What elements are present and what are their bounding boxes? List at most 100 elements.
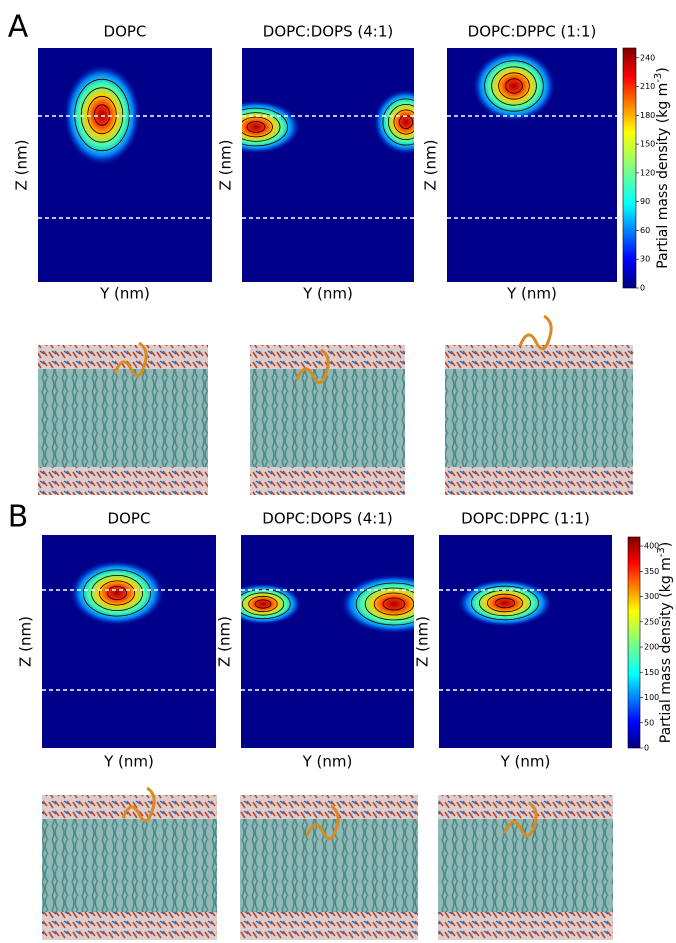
label-end: ) <box>655 67 671 72</box>
y-axis-label: Z (nm) <box>414 616 432 667</box>
colorbar-tick-label: 100 <box>644 693 659 702</box>
heatmap <box>69 560 165 626</box>
heatmap-bg <box>242 48 414 282</box>
headgroups-bottom <box>250 467 405 495</box>
colorbar-tick-label: 50 <box>644 718 654 727</box>
contour <box>80 87 124 143</box>
colorbar-tick-label: 0 <box>640 284 645 293</box>
colorbar-tick-label: 240 <box>640 53 655 62</box>
plot-title: DOPC:DOPS (4:1) <box>262 510 392 528</box>
headgroups-bottom <box>38 467 208 495</box>
contour <box>74 78 130 152</box>
label-text: Partial mass density (kg m <box>655 83 671 269</box>
colorbar-tick-label: 350 <box>644 567 659 576</box>
lipid-tails <box>445 369 633 469</box>
contour <box>107 586 128 601</box>
y-axis-label: Z (nm) <box>217 140 235 191</box>
headgroups-bottom <box>240 912 418 940</box>
x-axis-label: Y (nm) <box>506 285 557 303</box>
heatmap <box>457 579 553 627</box>
density-blob <box>340 574 414 634</box>
contour <box>382 98 414 146</box>
contour <box>491 66 537 106</box>
contour <box>246 121 266 133</box>
colorbar-tick-label: 180 <box>640 111 655 120</box>
contour <box>241 592 285 616</box>
contour <box>83 569 151 617</box>
peptide <box>113 341 148 378</box>
contour <box>355 582 414 626</box>
contour <box>254 599 272 609</box>
density-blob <box>242 100 301 154</box>
colorbar-tick-label: 90 <box>640 197 650 206</box>
contour <box>393 109 414 135</box>
heatmap <box>63 64 141 166</box>
panel-label: B <box>8 500 29 535</box>
peptide <box>295 348 330 385</box>
colorbar-tick-label: 200 <box>644 643 659 652</box>
contour <box>498 72 530 100</box>
x-axis-label: Y (nm) <box>99 285 150 303</box>
plot-title: DOPC:DPPC (1:1) <box>461 510 590 528</box>
contour <box>242 112 281 142</box>
lipid-tails <box>240 819 418 914</box>
heatmap-bg <box>439 535 612 748</box>
plot-title: DOPC:DPPC (1:1) <box>468 23 597 41</box>
contour <box>87 95 117 135</box>
y-axis-label: Z (nm) <box>13 140 31 191</box>
contour <box>242 116 273 138</box>
lipid-tails <box>38 369 208 469</box>
contour <box>373 592 414 616</box>
colorbar-tick-label: 300 <box>644 592 659 601</box>
contour <box>494 597 515 609</box>
peptide <box>518 314 553 351</box>
label-end: ) <box>658 542 674 547</box>
colorbar-tick-label: 120 <box>640 168 655 177</box>
contour <box>91 575 144 612</box>
contour <box>486 593 523 613</box>
x-axis-label: Y (nm) <box>302 285 353 303</box>
colorbar-label: Partial mass density (kg m-3) <box>656 542 674 743</box>
colorbar-tick-label: 150 <box>644 668 659 677</box>
colorbar-label: Partial mass density (kg m-3) <box>653 67 671 268</box>
label-sup: -3 <box>656 547 667 557</box>
heatmap-bg <box>241 535 414 748</box>
y-axis-label: Z (nm) <box>422 140 440 191</box>
plot-title: DOPC <box>108 510 151 528</box>
colorbar <box>627 536 641 749</box>
contour <box>93 104 111 126</box>
headgroups-top <box>38 345 208 373</box>
label-text: Partial mass density (kg m <box>658 557 674 743</box>
peptide <box>503 801 538 838</box>
lipid-tails <box>42 819 217 914</box>
plot-title: DOPC <box>104 23 147 41</box>
colorbar <box>622 47 637 289</box>
contour <box>99 580 136 606</box>
contour <box>364 587 414 621</box>
colorbar-tick-label: 210 <box>640 82 655 91</box>
contour <box>505 78 523 94</box>
colorbar-tick-label: 60 <box>640 226 650 235</box>
headgroups-top <box>445 345 633 373</box>
headgroups-bottom <box>42 912 217 940</box>
contour <box>388 104 414 140</box>
peptide <box>305 804 340 841</box>
lipid-tails <box>250 369 405 469</box>
peptide <box>121 786 156 823</box>
colorbar-tick-label: 150 <box>640 140 655 149</box>
plot-title: DOPC:DOPS (4:1) <box>263 23 393 41</box>
headgroups-bottom <box>438 912 613 940</box>
x-axis-label: Y (nm) <box>302 753 353 771</box>
content: A DOPC Y (nm) Z (nm) DOPC:DOPS (4:1) Y (nm) Z … <box>8 10 674 940</box>
heatmap <box>472 50 556 122</box>
contour <box>470 585 539 621</box>
colorbar-tick-label: 30 <box>640 255 650 264</box>
headgroups-bottom <box>445 467 633 495</box>
contour <box>382 597 406 611</box>
contour <box>248 595 278 613</box>
x-axis-label: Y (nm) <box>103 753 154 771</box>
x-axis-label: Y (nm) <box>500 753 551 771</box>
heatmap <box>241 574 414 634</box>
contour <box>242 107 288 147</box>
